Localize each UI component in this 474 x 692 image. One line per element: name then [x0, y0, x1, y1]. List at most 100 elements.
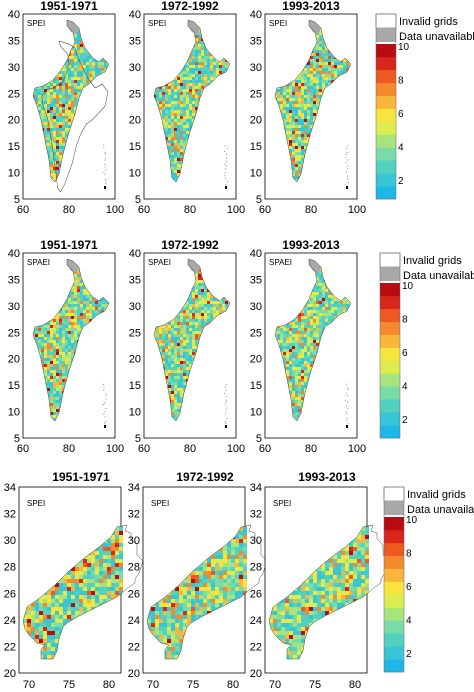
grid-cell: [38, 92, 41, 95]
grid-cell: [183, 101, 186, 104]
grid-cell: [198, 74, 201, 77]
grid-cell: [331, 74, 334, 77]
grid-cell: [298, 110, 301, 113]
grid-cell: [162, 89, 165, 92]
grid-cell: [59, 125, 62, 128]
grid-cell: [301, 107, 304, 110]
grid-cell: [56, 89, 59, 92]
grid-cell: [65, 98, 68, 101]
grid-cell: [56, 122, 59, 125]
grid-cell: [59, 137, 62, 140]
grid-cell: [65, 137, 68, 140]
grid-cell: [62, 113, 65, 116]
grid-cell: [310, 68, 313, 71]
grid-cell: [53, 122, 56, 125]
grid-cell: [334, 68, 337, 71]
grid-cell: [180, 104, 183, 107]
grid-cell: [174, 131, 177, 134]
grid-cell: [80, 50, 83, 53]
grid-cell: [286, 98, 289, 101]
grid-cell: [162, 86, 165, 89]
grid-cell: [325, 74, 328, 77]
grid-cell: [322, 80, 325, 83]
grid-cell: [301, 113, 304, 116]
grid-cell: [83, 80, 86, 83]
grid-cell: [50, 173, 53, 176]
grid-cell: [68, 95, 71, 98]
grid-cell: [301, 80, 304, 83]
grid-cell: [201, 50, 204, 53]
grid-cell: [286, 92, 289, 95]
grid-cell: [50, 161, 53, 164]
grid-cell: [331, 71, 334, 74]
grid-cell: [319, 50, 322, 53]
grid-cell: [313, 53, 316, 56]
grid-cell: [180, 143, 183, 146]
grid-cell: [192, 62, 195, 65]
grid-cell: [189, 107, 192, 110]
grid-cell: [319, 95, 322, 98]
grid-cell: [307, 110, 310, 113]
grid-cell: [277, 95, 280, 98]
grid-cell: [77, 32, 80, 35]
island-dot: [104, 163, 106, 165]
grid-cell: [210, 68, 213, 71]
grid-cell: [62, 95, 65, 98]
grid-cell: [59, 155, 62, 158]
grid-cell: [292, 101, 295, 104]
grid-cell: [180, 149, 183, 152]
grid-cell: [192, 65, 195, 68]
grid-cell: [322, 50, 325, 53]
island-dot: [225, 184, 227, 186]
grid-cell: [174, 80, 177, 83]
grid-cell: [286, 86, 289, 89]
grid-cell: [319, 86, 322, 89]
grid-cell: [331, 56, 334, 59]
grid-cell: [177, 89, 180, 92]
grid-cell: [65, 125, 68, 128]
grid-cell: [171, 119, 174, 122]
grid-cell: [50, 146, 53, 149]
grid-cell: [56, 164, 59, 167]
grid-cell: [53, 170, 56, 173]
grid-cell: [47, 104, 50, 107]
grid-cell: [310, 53, 313, 56]
grid-cell: [316, 107, 319, 110]
grid-cell: [192, 77, 195, 80]
grid-cell: [298, 113, 301, 116]
grid-cell: [219, 62, 222, 65]
grid-cell: [162, 122, 165, 125]
grid-cell: [83, 71, 86, 74]
grid-cell: [180, 152, 183, 155]
grid-cell: [59, 140, 62, 143]
grid-cell: [316, 65, 319, 68]
grid-cell: [304, 116, 307, 119]
grid-cell: [47, 113, 50, 116]
grid-cell: [343, 65, 346, 68]
grid-cell: [304, 86, 307, 89]
grid-cell: [38, 104, 41, 107]
grid-cell: [171, 137, 174, 140]
grid-cell: [47, 152, 50, 155]
grid-cell: [198, 95, 201, 98]
grid-cell: [295, 95, 298, 98]
grid-cell: [313, 74, 316, 77]
grid-cell: [171, 170, 174, 173]
grid-cell: [298, 77, 301, 80]
grid-cell: [56, 137, 59, 140]
grid-cell: [56, 77, 59, 80]
grid-cell: [71, 59, 74, 62]
grid-cell: [331, 80, 334, 83]
grid-cell: [201, 41, 204, 44]
grid-cell: [41, 89, 44, 92]
grid-cell: [189, 89, 192, 92]
grid-cell: [59, 116, 62, 119]
grid-cell: [337, 71, 340, 74]
grid-cell: [159, 92, 162, 95]
grid-cell: [171, 86, 174, 89]
grid-cell: [225, 65, 228, 68]
grid-cell: [304, 92, 307, 95]
grid-cell: [322, 86, 325, 89]
grid-cell: [95, 71, 98, 74]
grid-cell: [56, 158, 59, 161]
